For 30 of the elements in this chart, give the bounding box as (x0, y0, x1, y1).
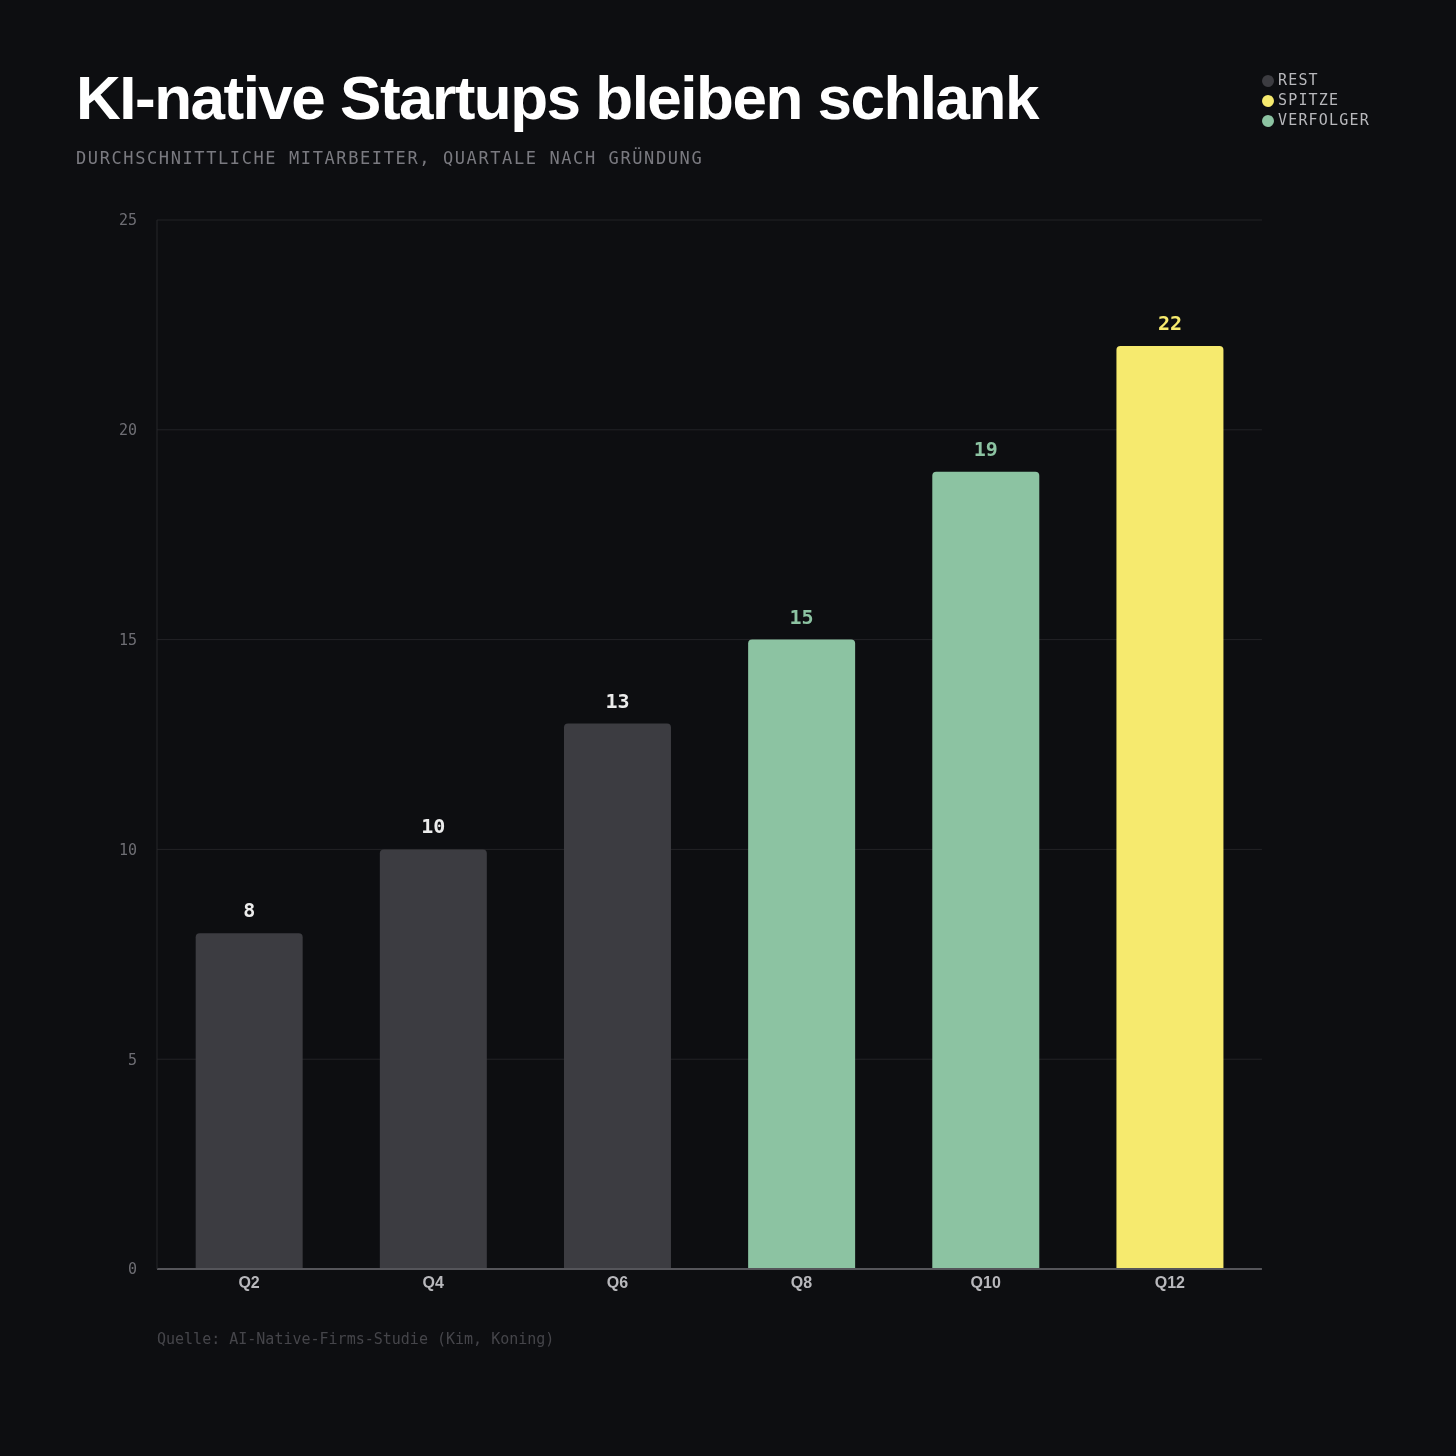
y-tick-label: 5 (127, 1050, 137, 1069)
bar (932, 471, 1040, 1269)
bar (1116, 345, 1224, 1269)
data-label: 13 (605, 688, 630, 713)
data-label: 8 (243, 898, 256, 923)
bar (379, 849, 487, 1269)
legend-label: REST (1277, 71, 1319, 89)
x-tick-label: Q4 (422, 1274, 444, 1292)
bar (748, 639, 856, 1269)
x-tick-label: Q6 (606, 1274, 629, 1292)
data-label: 10 (421, 814, 446, 839)
y-tick-label: 25 (118, 211, 137, 230)
x-tick-label: Q8 (790, 1274, 813, 1292)
x-tick-label: Q2 (238, 1274, 260, 1292)
y-tick-label: 10 (118, 840, 137, 859)
data-label: 15 (789, 604, 814, 629)
source-note: Quelle: AI-Native-Firms-Studie (Kim, Koning) (157, 1330, 555, 1348)
legend-label: SPITZE (1277, 91, 1340, 109)
bar (195, 933, 303, 1269)
bar (563, 723, 671, 1269)
chart-title: KI-native Startups bleiben schlank (76, 62, 1038, 133)
legend-label: VERFOLGER (1277, 111, 1370, 129)
y-tick-label: 0 (127, 1260, 137, 1279)
data-label: 22 (1157, 310, 1182, 335)
x-tick-label: Q10 (970, 1274, 1001, 1292)
x-tick-label: Q12 (1154, 1274, 1186, 1292)
chart-subtitle: DURCHSCHNITTLICHE MITARBEITER, QUARTALE NACH GRÜNDUNG (76, 148, 704, 168)
y-tick-label: 15 (118, 630, 137, 649)
y-tick-label: 20 (118, 421, 137, 440)
data-label: 19 (973, 436, 998, 461)
